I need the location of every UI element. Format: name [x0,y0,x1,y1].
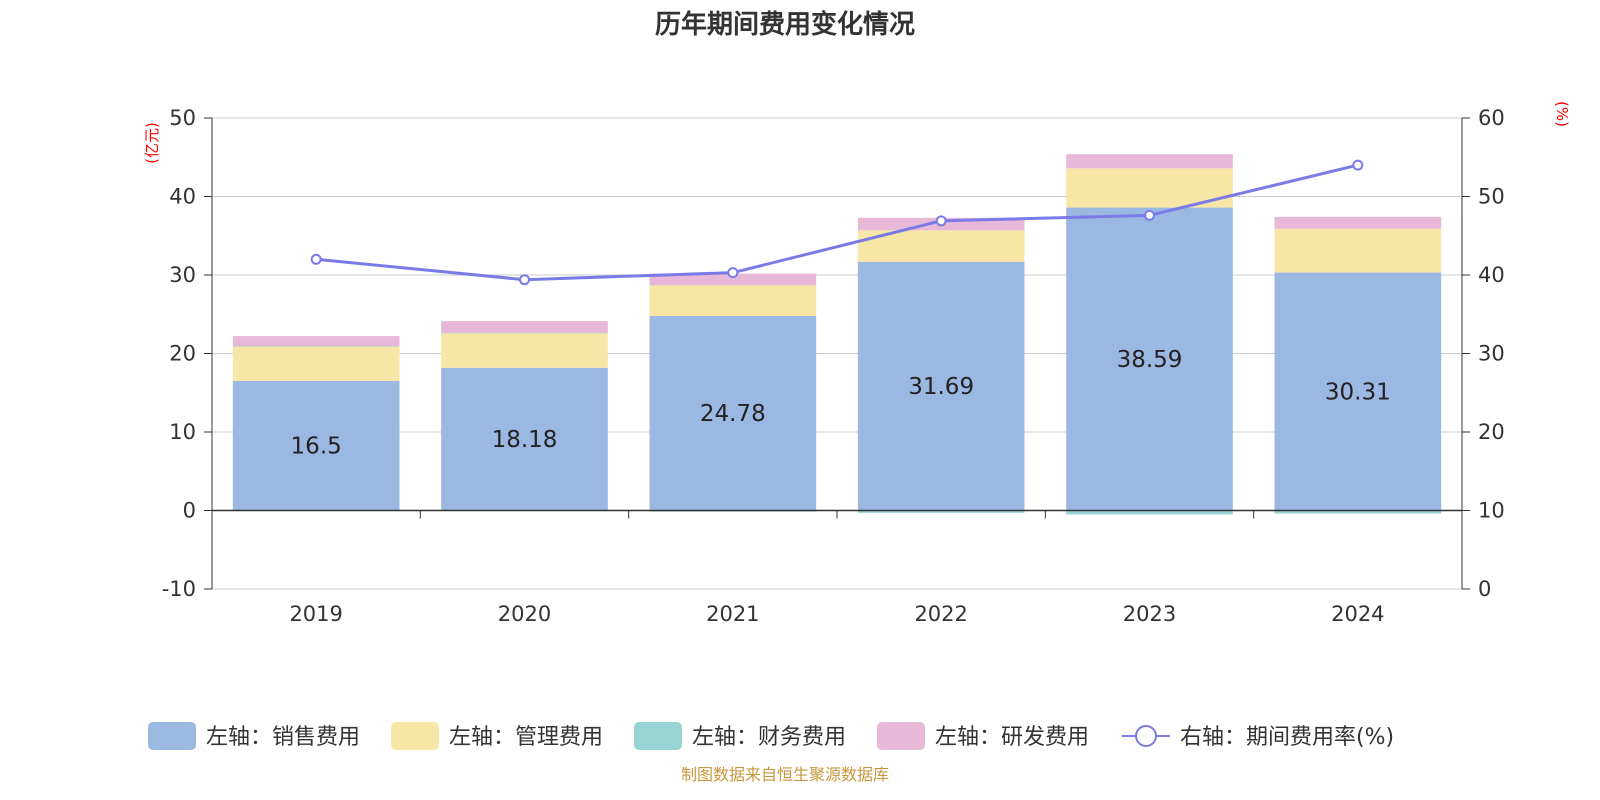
right-axis-tick-label: 10 [1478,499,1505,523]
grid-lines [212,117,1462,590]
left-axis-tick-label: 30 [169,263,196,287]
bar [649,315,817,511]
legend: 左轴：销售费用 左轴：管理费用 左轴：财务费用 左轴：研发费用 右轴：期间费用率(%) [148,722,1394,750]
right-axis-tick-label: 0 [1478,577,1491,601]
bar-data-label: 24.78 [700,401,766,427]
x-axis-tick-label: 2020 [498,602,551,626]
left-axis-tick-label: -10 [162,577,196,601]
right-axis-tick-label: 60 [1478,106,1505,130]
left-axis-tick-label: 0 [183,499,196,523]
legend-label: 左轴：财务费用 [692,725,846,750]
bar-data-label: 30.31 [1325,380,1391,406]
line-point [727,267,739,279]
line-series [310,159,1364,286]
legend-swatch [634,722,682,750]
legend-swatch [877,722,925,750]
x-axis-tick-label: 2024 [1331,602,1384,626]
bar-series [232,154,1442,515]
left-axis-tick-label: 10 [169,420,196,444]
bar [232,336,400,347]
legend-circle-icon [1135,725,1157,747]
x-axis-tick-label: 2022 [914,602,967,626]
right-axis-tick-label: 20 [1478,420,1505,444]
x-axis-tick-label: 2021 [706,602,759,626]
left-axis-tick-label: 40 [169,185,196,209]
bar-data-label: 16.5 [291,434,342,460]
legend-swatch [148,722,196,750]
right-axis-tick-label: 30 [1478,342,1505,366]
bar [441,321,608,333]
bar-data-label: 18.18 [492,427,558,453]
left-axis-tick-label: 20 [169,342,196,366]
x-axis-tick-label: 2023 [1123,602,1176,626]
bar [232,346,400,381]
bar [857,510,1025,513]
bar [1274,272,1442,511]
line-point [1144,209,1155,221]
line-point [310,253,322,265]
bar [441,333,608,368]
bar [232,380,400,511]
source-note: 制图数据来自恒生聚源数据库 [681,765,889,784]
x-axis-tick-label: 2019 [289,602,342,626]
bar [1274,510,1442,514]
right-axis-tick-label: 40 [1478,263,1505,287]
legend-label: 左轴：管理费用 [449,725,603,750]
legend-swatch [391,722,439,750]
bar [649,285,817,316]
right-axis-tick-label: 50 [1478,185,1505,209]
axes: -10 0 10 20 30 40 50 0 10 20 30 40 50 60 2019 2020 2021 2… [162,106,1505,626]
left-axis-tick-label: 50 [169,106,196,130]
bar [232,346,400,347]
line-point [1352,159,1364,171]
bar-data-label: 38.59 [1117,347,1183,373]
bar [441,367,608,511]
legend-label: 左轴：研发费用 [935,725,1089,750]
bar [1066,207,1233,511]
bar [1066,510,1233,515]
left-axis-unit: (亿元) [143,122,161,164]
right-axis-unit: (%) [1553,101,1571,127]
line-point [519,274,530,286]
chart-title: 历年期间费用变化情况 [655,9,915,40]
bar [1274,216,1442,229]
line-path [316,163,1359,282]
bar [649,273,817,286]
bar-data-labels: 16.5 18.18 24.78 31.69 38.59 30.31 [291,347,1391,460]
legend-label: 左轴：销售费用 [206,725,360,750]
bar [1274,228,1442,273]
bar [1066,154,1233,169]
legend-label: 右轴：期间费用率(%) [1180,725,1394,750]
bar [857,261,1025,511]
bar-data-label: 31.69 [908,374,974,400]
line-point [935,215,947,227]
bar [441,332,608,334]
